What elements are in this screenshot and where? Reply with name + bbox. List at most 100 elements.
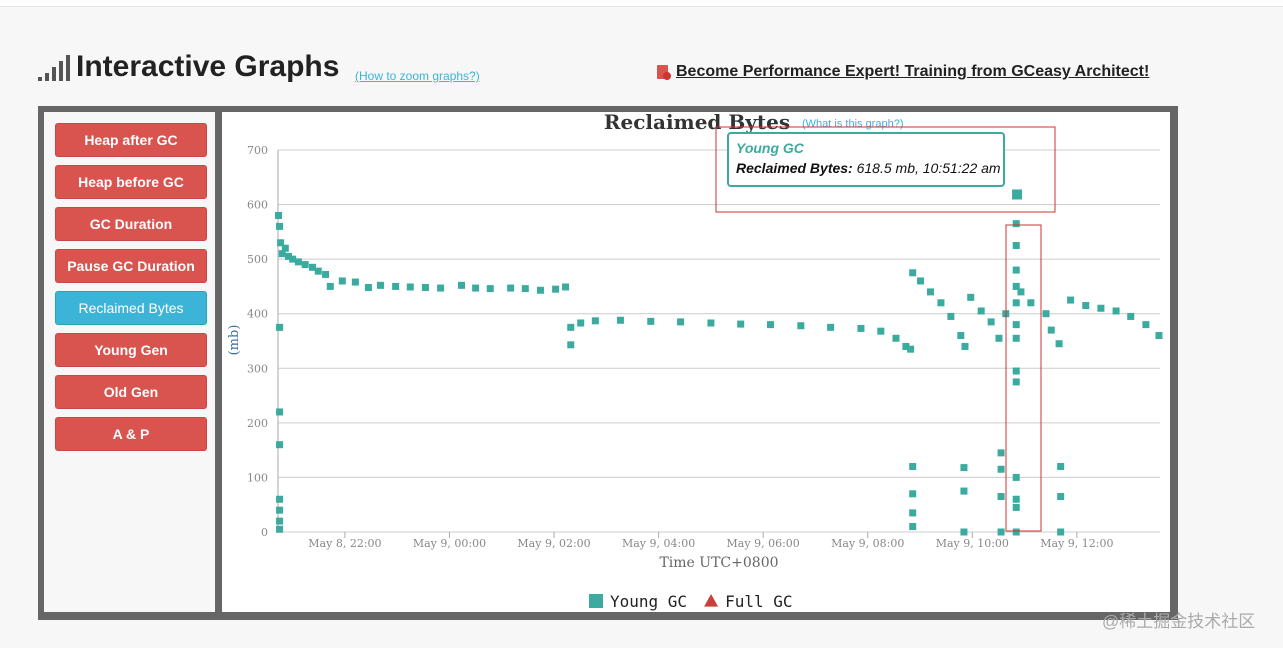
point: [909, 463, 917, 471]
point: [1012, 299, 1020, 307]
point: [277, 239, 285, 247]
point: [909, 269, 917, 277]
legend-marker: [589, 594, 603, 608]
nav-button[interactable]: Heap after GC: [55, 123, 207, 157]
y-tick-label: 700: [247, 144, 268, 157]
legend-label: Young GC: [610, 592, 687, 611]
zoom-link[interactable]: (How to zoom graphs?): [355, 69, 480, 83]
x-tick-label: May 9, 06:00: [727, 537, 800, 550]
point: [877, 327, 885, 335]
watermark: @稀土掘金技术社区: [1102, 612, 1256, 631]
point: [1012, 503, 1020, 511]
point: [406, 283, 414, 291]
point: [917, 277, 925, 285]
nav-button[interactable]: Reclaimed Bytes: [55, 291, 207, 325]
point: [351, 278, 359, 286]
promo-icon: [657, 65, 671, 80]
point: [1047, 326, 1055, 334]
point: [376, 281, 384, 289]
point: [284, 252, 292, 260]
point: [392, 282, 400, 290]
point: [977, 307, 985, 315]
nav-button[interactable]: Old Gen: [55, 375, 207, 409]
point: [458, 281, 466, 289]
point: [276, 495, 284, 503]
point: [907, 345, 915, 353]
chart-title: Reclaimed Bytes: [604, 112, 790, 134]
point: [276, 441, 284, 449]
y-axis-label: (mb): [227, 325, 242, 356]
point: [766, 321, 774, 329]
y-tick-label: 100: [247, 471, 268, 484]
point: [567, 341, 575, 349]
nav-button[interactable]: Young Gen: [55, 333, 207, 367]
point: [892, 334, 900, 342]
point: [1057, 493, 1065, 501]
point: [338, 277, 346, 285]
point: [909, 523, 917, 531]
x-tick-label: May 8, 22:00: [308, 537, 381, 550]
point: [647, 317, 655, 325]
point: [1082, 302, 1090, 310]
tooltip-series: Young GC: [736, 140, 805, 156]
point: [827, 323, 835, 331]
point: [276, 525, 284, 533]
point: [960, 464, 968, 472]
point: [909, 509, 917, 517]
point: [960, 528, 968, 536]
help-link[interactable]: (What is this graph?): [802, 118, 903, 130]
tooltip-value: 618.5 mb, 10:51:22 am: [857, 160, 1001, 176]
point: [276, 506, 284, 514]
nav-button[interactable]: A & P: [55, 417, 207, 451]
x-axis-label: Time UTC+0800: [659, 555, 778, 571]
nav-button[interactable]: GC Duration: [55, 207, 207, 241]
point: [275, 211, 283, 219]
point: [472, 284, 480, 292]
y-tick-label: 500: [247, 253, 268, 266]
point: [507, 284, 515, 292]
point: [960, 487, 968, 495]
point: [276, 323, 284, 331]
point: [437, 284, 445, 292]
legend-marker: [704, 594, 719, 607]
point: [577, 319, 585, 327]
legend-label: Full GC: [725, 592, 792, 611]
point: [737, 320, 745, 328]
point: [997, 449, 1005, 457]
point: [1012, 495, 1020, 503]
nav-button[interactable]: Pause GC Duration: [55, 249, 207, 283]
page-title: Interactive Graphs: [76, 50, 340, 83]
point: [552, 285, 560, 293]
point: [278, 250, 286, 258]
point: [1017, 288, 1025, 296]
point: [1057, 528, 1065, 536]
x-tick-label: May 9, 08:00: [831, 537, 904, 550]
point: [294, 258, 302, 266]
point: [591, 317, 599, 325]
point: [326, 282, 334, 290]
point: [926, 288, 934, 296]
nav-button[interactable]: Heap before GC: [55, 165, 207, 199]
point: [1012, 266, 1020, 274]
point: [987, 318, 995, 326]
point: [1012, 528, 1020, 536]
point: [1127, 312, 1135, 320]
point: [289, 255, 297, 263]
point: [997, 493, 1005, 501]
point: [947, 312, 955, 320]
point: [1027, 299, 1035, 307]
point: [707, 319, 715, 327]
point: [1012, 473, 1020, 481]
point: [486, 285, 494, 293]
point: [857, 324, 865, 332]
point: [1055, 340, 1063, 348]
point: [364, 284, 372, 292]
point: [1042, 310, 1050, 318]
point: [1097, 304, 1105, 312]
point: [562, 283, 570, 291]
point: [937, 299, 945, 307]
promo-link[interactable]: Become Performance Expert! Training from…: [676, 63, 1150, 80]
point: [995, 334, 1003, 342]
point: [1012, 220, 1020, 228]
